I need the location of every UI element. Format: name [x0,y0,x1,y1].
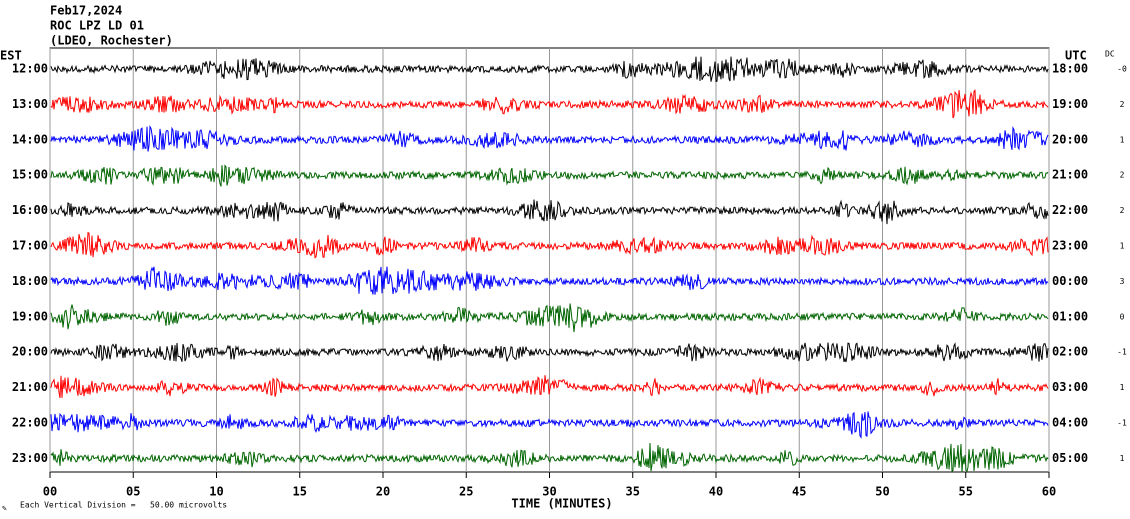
x-tick-label: 55 [959,485,973,499]
dc-value: 1 [1120,383,1125,392]
trace [50,199,1049,225]
trace [50,342,1049,363]
right-axis-label: UTC [1065,49,1087,63]
dc-value: 2 [1120,206,1125,215]
trace [50,442,1049,473]
title-line: Feb17,2024 [50,4,122,18]
utc-label: 01:00 [1052,309,1088,323]
utc-label: 21:00 [1052,168,1088,182]
dc-label: DC [1105,50,1115,59]
dc-value: 3 [1120,277,1125,286]
est-label: 19:00 [12,309,48,323]
trace [50,56,1049,83]
utc-label: 23:00 [1052,239,1088,253]
x-tick-label: 15 [293,485,307,499]
utc-label: 03:00 [1052,380,1088,394]
est-label: 12:00 [12,62,48,76]
utc-label: 20:00 [1052,132,1088,146]
x-tick-label: 35 [626,485,640,499]
x-tick-label: 45 [792,485,806,499]
trace [50,125,1049,152]
est-label: 15:00 [12,168,48,182]
est-label: 14:00 [12,132,48,146]
est-label: 18:00 [12,274,48,288]
utc-label: 02:00 [1052,345,1088,359]
est-label: 21:00 [12,380,48,394]
utc-label: 22:00 [1052,203,1088,217]
dc-value: 0 [1120,312,1125,321]
utc-label: 05:00 [1052,451,1088,465]
dc-value: -1 [1117,419,1127,428]
dc-value: -1 [1117,348,1127,357]
x-tick-label: 50 [875,485,889,499]
est-label: 17:00 [12,239,48,253]
x-tick-label: 05 [126,485,140,499]
title-line: (LDEO, Rochester) [50,34,173,48]
est-label: 22:00 [12,416,48,430]
trace [50,266,1049,295]
trace [50,375,1049,399]
x-tick-label: 30 [542,485,556,499]
est-label: 13:00 [12,97,48,111]
x-tick-label: 20 [376,485,390,499]
footer: Each Vertical Division = 50.00 microvolt… [20,501,227,510]
trace [50,411,1049,439]
dc-value: 1 [1120,135,1125,144]
trace [50,89,1049,119]
est-label: 20:00 [12,345,48,359]
x-tick-label: 00 [43,485,57,499]
dc-value: 1 [1120,454,1125,463]
est-label: 23:00 [12,451,48,465]
dc-value: 2 [1120,171,1125,180]
dc-value: -0 [1117,65,1127,74]
left-axis-label: EST [0,49,22,63]
title-line: ROC LPZ LD 01 [50,19,144,33]
x-tick-label: 10 [209,485,223,499]
dc-value: 1 [1120,242,1125,251]
x-tick-label: 60 [1042,485,1056,499]
trace [50,164,1049,187]
icon: ✎ [2,504,7,513]
utc-label: 19:00 [1052,97,1088,111]
utc-label: 00:00 [1052,274,1088,288]
utc-label: 04:00 [1052,416,1088,430]
trace [50,231,1049,259]
trace [50,303,1049,333]
utc-label: 18:00 [1052,62,1088,76]
x-tick-label: 40 [709,485,723,499]
dc-value: 2 [1120,100,1125,109]
est-label: 16:00 [12,203,48,217]
x-tick-label: 25 [459,485,473,499]
x-axis-label: TIME (MINUTES) [511,497,612,511]
